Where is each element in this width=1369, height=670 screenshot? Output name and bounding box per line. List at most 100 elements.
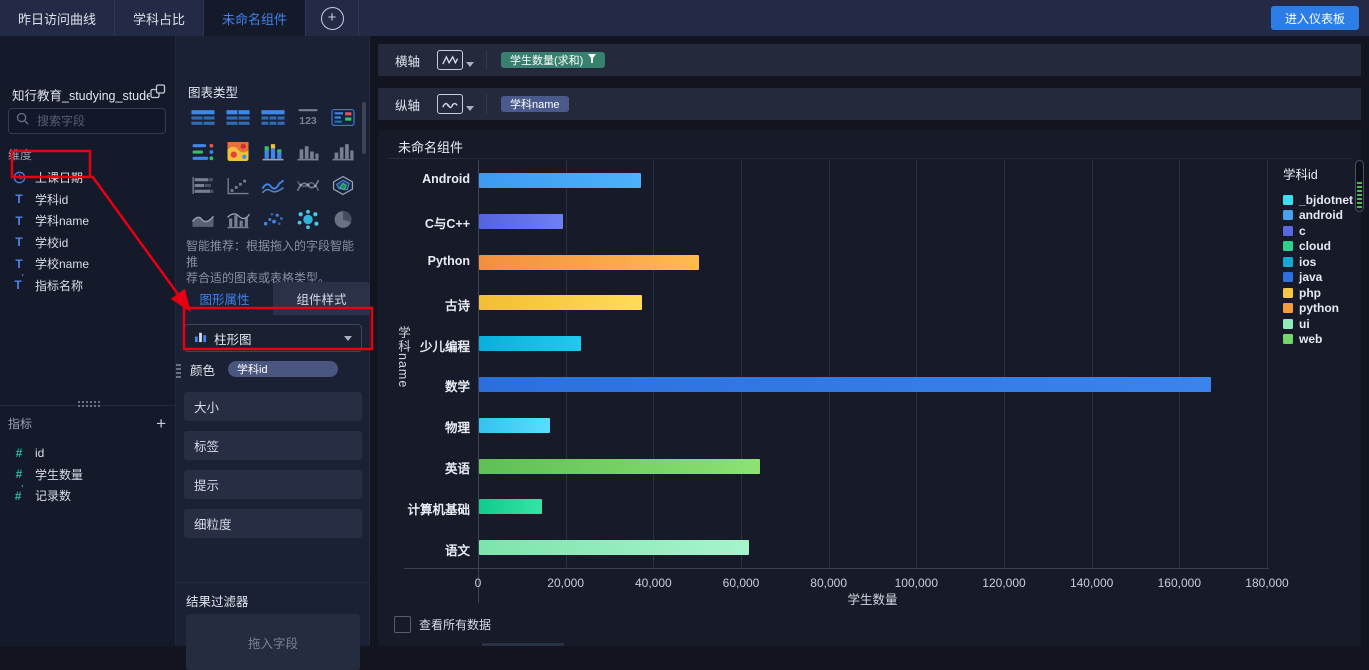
legend-item[interactable]: php (1283, 285, 1353, 301)
chart-bar[interactable] (478, 540, 749, 556)
panel-resize-handle[interactable] (176, 364, 181, 380)
category-label: 计算机基础 (407, 502, 470, 517)
legend-item[interactable]: _bjdotnet (1283, 192, 1353, 208)
chart-bar[interactable] (478, 172, 642, 188)
tab-2[interactable]: 学科占比 (115, 0, 205, 36)
dimension-label: 指标名称 (35, 278, 84, 293)
grouped-column-chart-icon[interactable] (326, 134, 361, 168)
dimension-学科id[interactable]: T 学科id (0, 189, 176, 211)
result-filter-title: 结果过滤器 (186, 595, 249, 609)
x-axis-line (404, 568, 1269, 569)
pivot-table-icon[interactable] (255, 100, 290, 134)
dimension-label: 学校id (35, 235, 69, 250)
x-axis-type-icon[interactable] (437, 50, 463, 70)
legend-item[interactable]: python (1283, 301, 1353, 317)
chart-bar[interactable] (478, 295, 642, 311)
legend-scrollbar[interactable] (1355, 160, 1364, 212)
dimension-学校id[interactable]: T 学校id (0, 232, 176, 254)
legend-item[interactable]: c (1283, 223, 1353, 239)
chart-bar[interactable] (478, 254, 700, 270)
color-field-pill[interactable]: 学科id (228, 361, 339, 377)
indicator-card-icon[interactable] (326, 100, 361, 134)
add-measure-icon[interactable]: + (156, 413, 166, 433)
area-chart-icon[interactable] (185, 202, 220, 236)
measure-id[interactable]: # id (0, 442, 176, 464)
detail-table-icon[interactable] (220, 100, 255, 134)
switch-dataset-icon[interactable] (150, 84, 166, 104)
dimension-指标名称[interactable]: T ' 指标名称 (0, 274, 176, 297)
chart-bar[interactable] (478, 213, 563, 229)
legend-label: python (1299, 301, 1339, 316)
step-scatter-chart-icon[interactable] (220, 168, 255, 202)
filter-drop-zone[interactable]: 拖入字段 (186, 614, 360, 670)
dataset-row[interactable]: 知行教育_studying_stude... (12, 84, 166, 104)
legend-label: c (1299, 223, 1306, 238)
bubble-chart-icon[interactable] (291, 202, 326, 236)
y-axis-dropdown-caret[interactable] (466, 105, 474, 111)
dimension-学科name[interactable]: T 学科name (0, 210, 176, 232)
property-tabs: 图形属性 组件样式 (176, 282, 370, 315)
legend-item[interactable]: android (1283, 208, 1353, 224)
dimension-学校name[interactable]: T 学校name (0, 253, 176, 275)
tab-1[interactable]: 昨日访问曲线 (0, 0, 116, 36)
legend-item[interactable]: ui (1283, 316, 1353, 332)
dimension-上课日期[interactable]: 上课日期 (0, 167, 176, 189)
legend-label: android (1299, 208, 1343, 223)
histogram-line-chart-icon[interactable] (220, 202, 255, 236)
summary-table-icon[interactable] (185, 100, 220, 134)
measure-学生数量[interactable]: # 学生数量 (0, 464, 176, 486)
legend-label: cloud (1299, 239, 1331, 254)
panel-tab-1[interactable]: 图形属性 (199, 293, 250, 307)
progress-list-icon[interactable] (185, 134, 220, 168)
stacked-column-chart-icon[interactable] (255, 134, 290, 168)
x-axis-dropdown-caret[interactable] (466, 61, 474, 67)
x-field-pill[interactable]: 学生数量(求和) (501, 52, 606, 68)
add-tab-button[interactable]: + (306, 0, 360, 36)
chart-bar[interactable] (478, 458, 760, 474)
search-input[interactable] (35, 113, 158, 129)
y-axis-type-icon[interactable] (437, 94, 463, 114)
chart-bar[interactable] (478, 376, 1211, 392)
x-tick-label: 40,000 (634, 576, 672, 590)
y-field-pill[interactable]: 学科name (501, 96, 569, 112)
prop-button-3[interactable]: 提示 (184, 470, 362, 499)
legend-item[interactable]: java (1283, 270, 1353, 286)
measure-label: 记录数 (35, 489, 72, 504)
dimensions-section-title: 维度 (8, 148, 33, 162)
tab-strip: 昨日访问曲线 学科占比 未命名组件 (0, 0, 307, 36)
legend-item[interactable]: cloud (1283, 239, 1353, 255)
radar-chart-icon[interactable] (326, 168, 361, 202)
funnel-filter-icon[interactable] (588, 54, 597, 66)
panel-scrollbar[interactable] (362, 102, 366, 154)
legend-item[interactable]: web (1283, 332, 1353, 348)
view-all-data-checkbox[interactable] (394, 616, 411, 633)
scatter-chart-icon[interactable] (255, 202, 290, 236)
chart-bar[interactable] (478, 417, 550, 433)
column-chart-icon[interactable] (291, 134, 326, 168)
measure-记录数[interactable]: # ' 记录数 (0, 484, 176, 507)
chart-subtype-select[interactable]: 柱形图 (184, 324, 362, 352)
enter-dashboard-button[interactable]: 进入仪表板 (1270, 6, 1359, 30)
prop-button-2[interactable]: 标签 (184, 431, 362, 460)
prop-button-1[interactable]: 大小 (184, 392, 362, 421)
x-gridline (741, 160, 742, 568)
y-axis-title: 学科name (396, 326, 410, 389)
panel-tab-2[interactable]: 组件样式 (273, 282, 370, 315)
stacked-bar-chart-icon[interactable] (185, 168, 220, 202)
number-indicator-icon[interactable]: 123 (291, 100, 326, 134)
svg-text:123: 123 (299, 114, 317, 126)
heat-map-icon[interactable] (220, 134, 255, 168)
prop-button-4[interactable]: 细粒度 (184, 509, 362, 538)
curve-cross-chart-icon[interactable] (291, 168, 326, 202)
plus-icon: + (320, 6, 344, 30)
legend-item[interactable]: ios (1283, 254, 1353, 270)
tab-3[interactable]: 未命名组件 (204, 0, 307, 36)
pie-chart-icon[interactable] (326, 202, 361, 236)
chart-bar[interactable] (478, 499, 543, 515)
line-chart-icon[interactable] (255, 168, 290, 202)
dimension-label: 学科id (35, 192, 69, 207)
legend-swatch (1283, 272, 1293, 283)
sidebar-resize-handle[interactable] (78, 401, 100, 407)
chart-bar[interactable] (478, 336, 581, 352)
chart-type-title: 图表类型 (188, 86, 239, 100)
